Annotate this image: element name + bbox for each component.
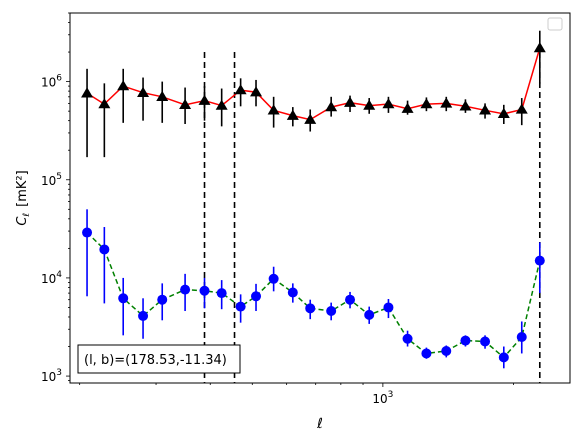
series-0-point-7 [215, 99, 228, 110]
y-tick-label-2: 105 [41, 172, 62, 188]
series-0-point-17 [401, 102, 414, 113]
series-1-point-15 [364, 309, 375, 320]
x-tick-label-0: 103 [372, 390, 393, 406]
series-0-point-6 [198, 94, 211, 105]
series-0-line [86, 47, 541, 121]
series-0-point-14 [344, 96, 357, 107]
series-1-point-19 [441, 346, 452, 357]
y-tick-label-3: 106 [41, 74, 62, 90]
plot-frame [69, 12, 571, 384]
series-1-point-3 [138, 310, 149, 321]
series-0-point-23 [515, 103, 528, 114]
series-1-point-13 [326, 306, 337, 317]
series-0-point-9 [250, 86, 263, 97]
series-1-point-0 [82, 227, 93, 238]
series-0 [81, 30, 546, 158]
series-0-point-24 [533, 41, 546, 53]
series-0-point-19 [440, 97, 453, 108]
legend-box [547, 17, 563, 31]
series-0-point-3 [137, 86, 150, 97]
series-1-point-2 [118, 293, 129, 304]
series-1-point-16 [383, 302, 394, 313]
y-axis-label-sub: ℓ [22, 213, 32, 218]
series-0-point-13 [325, 101, 338, 112]
series-1-point-17 [402, 333, 413, 344]
x-axis-label: ℓ [316, 416, 323, 432]
series-0-point-12 [304, 113, 317, 124]
series-1-point-9 [251, 291, 262, 302]
series-1-point-21 [480, 336, 491, 347]
series-1-point-5 [180, 284, 191, 295]
series-1-point-11 [287, 287, 298, 298]
series-1-point-4 [157, 294, 168, 305]
series-1-point-14 [345, 294, 356, 305]
series-0-point-15 [363, 99, 376, 110]
series-1-point-24 [534, 255, 545, 266]
series-0-point-10 [267, 104, 280, 115]
series-0-point-21 [479, 104, 492, 115]
series-0-point-5 [179, 98, 192, 110]
series-1-point-22 [498, 352, 509, 363]
series-0-point-4 [156, 90, 169, 102]
series-0-point-22 [497, 107, 510, 118]
data-series-layer [81, 30, 546, 369]
series-1-point-20 [460, 335, 471, 346]
series-1-point-10 [268, 273, 279, 284]
y-tick-label-1: 104 [41, 270, 62, 286]
axis-ticks [66, 12, 514, 387]
series-0-point-1 [98, 98, 111, 109]
series-1-point-1 [99, 244, 110, 255]
series-1-point-7 [216, 288, 227, 299]
series-0-point-16 [382, 98, 395, 109]
series-0-point-2 [117, 80, 130, 91]
series-1-point-18 [421, 348, 432, 359]
axis-tick-labels: 103 104 105 106 103 [41, 74, 393, 406]
series-1-point-12 [305, 303, 316, 314]
y-axis-label-main: C [15, 216, 30, 226]
svg-text:Cℓ[mK²]: Cℓ [mK²] [15, 170, 32, 225]
series-0-point-18 [420, 98, 433, 109]
series-0-point-11 [286, 109, 299, 120]
series-0-point-8 [234, 84, 247, 95]
annotation-text: (l, b)=(178.53,-11.34) [84, 353, 227, 368]
series-0-point-20 [459, 100, 472, 111]
y-axis-label-unit: [mK²] [15, 170, 30, 207]
series-1-line [86, 231, 541, 359]
annotation-box: (l, b)=(178.53,-11.34) [77, 344, 241, 374]
series-1-point-23 [516, 332, 527, 343]
series-0-point-0 [81, 87, 94, 98]
series-1 [82, 209, 545, 369]
y-axis-label: Cℓ [mK²] [15, 170, 32, 225]
vertical-marker-lines [203, 52, 541, 383]
series-1-point-8 [235, 301, 246, 312]
series-1-point-6 [199, 285, 210, 296]
y-tick-label-0: 103 [41, 368, 62, 384]
